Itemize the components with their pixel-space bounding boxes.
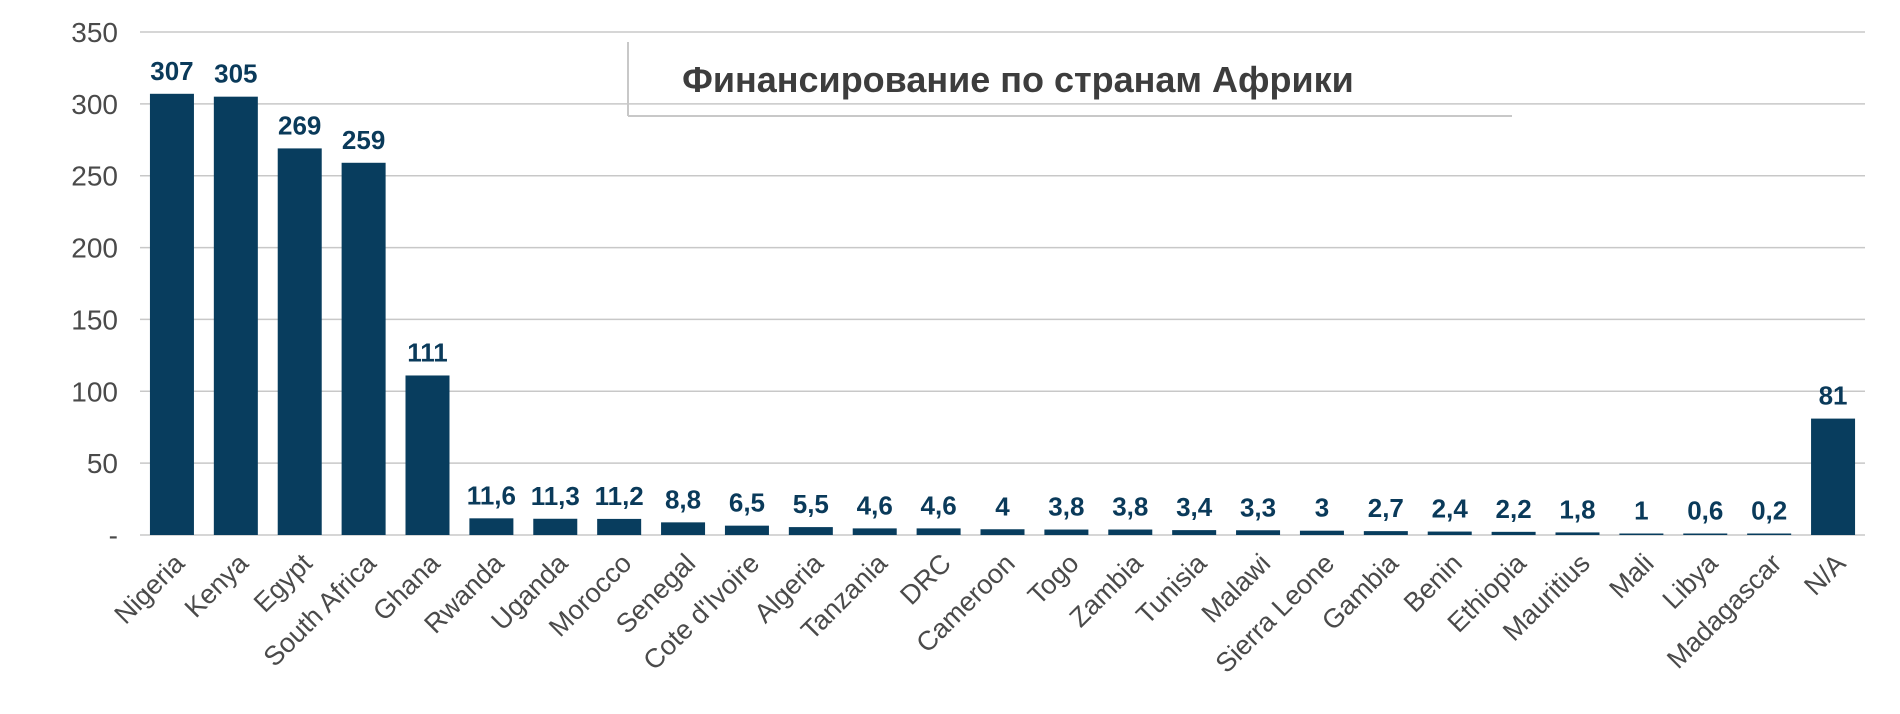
y-tick-label: 150 (71, 304, 118, 335)
data-label: 6,5 (729, 488, 765, 518)
y-tick-label: - (109, 520, 118, 551)
data-label: 4,6 (921, 490, 957, 520)
data-label: 2,7 (1368, 493, 1404, 523)
bar (213, 96, 258, 536)
bar (1747, 533, 1792, 535)
y-axis-ticks: - 50 100 150 200 250 300 350 (71, 17, 118, 551)
data-labels: 307 305 269 259 111 11,6 11,3 11,2 8,8 6,5 5,5 4,6 4… (150, 56, 1847, 526)
bar (852, 528, 897, 535)
bar (597, 518, 642, 535)
data-label: 11,6 (467, 480, 516, 510)
y-tick-label: 100 (71, 376, 118, 407)
chart-title: Финансирование по странам Африки (682, 59, 1354, 100)
x-tick-label: Tunisia (1130, 547, 1213, 630)
bar (469, 518, 514, 535)
bar (1108, 529, 1153, 535)
bars (149, 93, 1856, 536)
bar (1555, 532, 1600, 535)
bar (788, 527, 833, 535)
bar (405, 375, 450, 535)
bar (533, 518, 578, 535)
data-label: 11,2 (595, 481, 644, 511)
bar (1491, 531, 1536, 535)
data-label: 1,8 (1559, 494, 1595, 524)
data-label: 3,3 (1240, 492, 1276, 522)
y-tick-label: 300 (71, 89, 118, 120)
bar (341, 162, 386, 535)
x-tick-label: Nigeria (108, 547, 190, 629)
data-label: 1 (1634, 496, 1648, 526)
data-label: 307 (150, 56, 193, 86)
y-tick-label: 250 (71, 161, 118, 192)
x-tick-label: Zambia (1064, 547, 1150, 633)
bar (1172, 530, 1217, 535)
x-tick-label: Mali (1603, 548, 1659, 604)
data-label: 5,5 (793, 489, 829, 519)
data-label: 3,4 (1176, 492, 1213, 522)
gridlines (140, 31, 1865, 536)
bar (277, 148, 322, 535)
data-label: 4,6 (857, 490, 893, 520)
data-label: 2,2 (1496, 494, 1532, 524)
bar (1683, 533, 1728, 535)
data-label: 269 (278, 110, 321, 140)
data-label: 2,4 (1432, 494, 1469, 524)
bar (980, 529, 1025, 535)
y-tick-label: 200 (71, 233, 118, 264)
bar (1619, 533, 1664, 535)
x-tick-label: Kenya (179, 547, 255, 623)
bar (916, 528, 961, 535)
bar (724, 525, 769, 535)
y-tick-label: 350 (71, 17, 118, 48)
data-label: 81 (1819, 381, 1848, 411)
data-label: 259 (342, 125, 385, 155)
bar (1427, 531, 1472, 535)
data-label: 3,8 (1048, 492, 1084, 522)
bar (661, 522, 706, 535)
bar (1044, 529, 1089, 535)
data-label: 3,8 (1112, 492, 1148, 522)
bar (1811, 418, 1856, 535)
data-label: 4 (995, 491, 1010, 521)
bar (1363, 531, 1408, 535)
bar (1299, 530, 1344, 535)
data-label: 0,2 (1751, 496, 1787, 526)
y-tick-label: 50 (87, 448, 118, 479)
data-label: 3 (1315, 493, 1329, 523)
x-tick-label: N/A (1798, 548, 1851, 601)
data-label: 8,8 (665, 484, 701, 514)
data-label: 0,6 (1687, 496, 1723, 526)
bar (149, 93, 194, 535)
data-label: 305 (214, 59, 257, 89)
data-label: 111 (407, 337, 448, 367)
chart-title-box: Финансирование по странам Африки (627, 42, 1512, 117)
bar (1236, 530, 1281, 535)
data-label: 11,3 (531, 481, 580, 511)
